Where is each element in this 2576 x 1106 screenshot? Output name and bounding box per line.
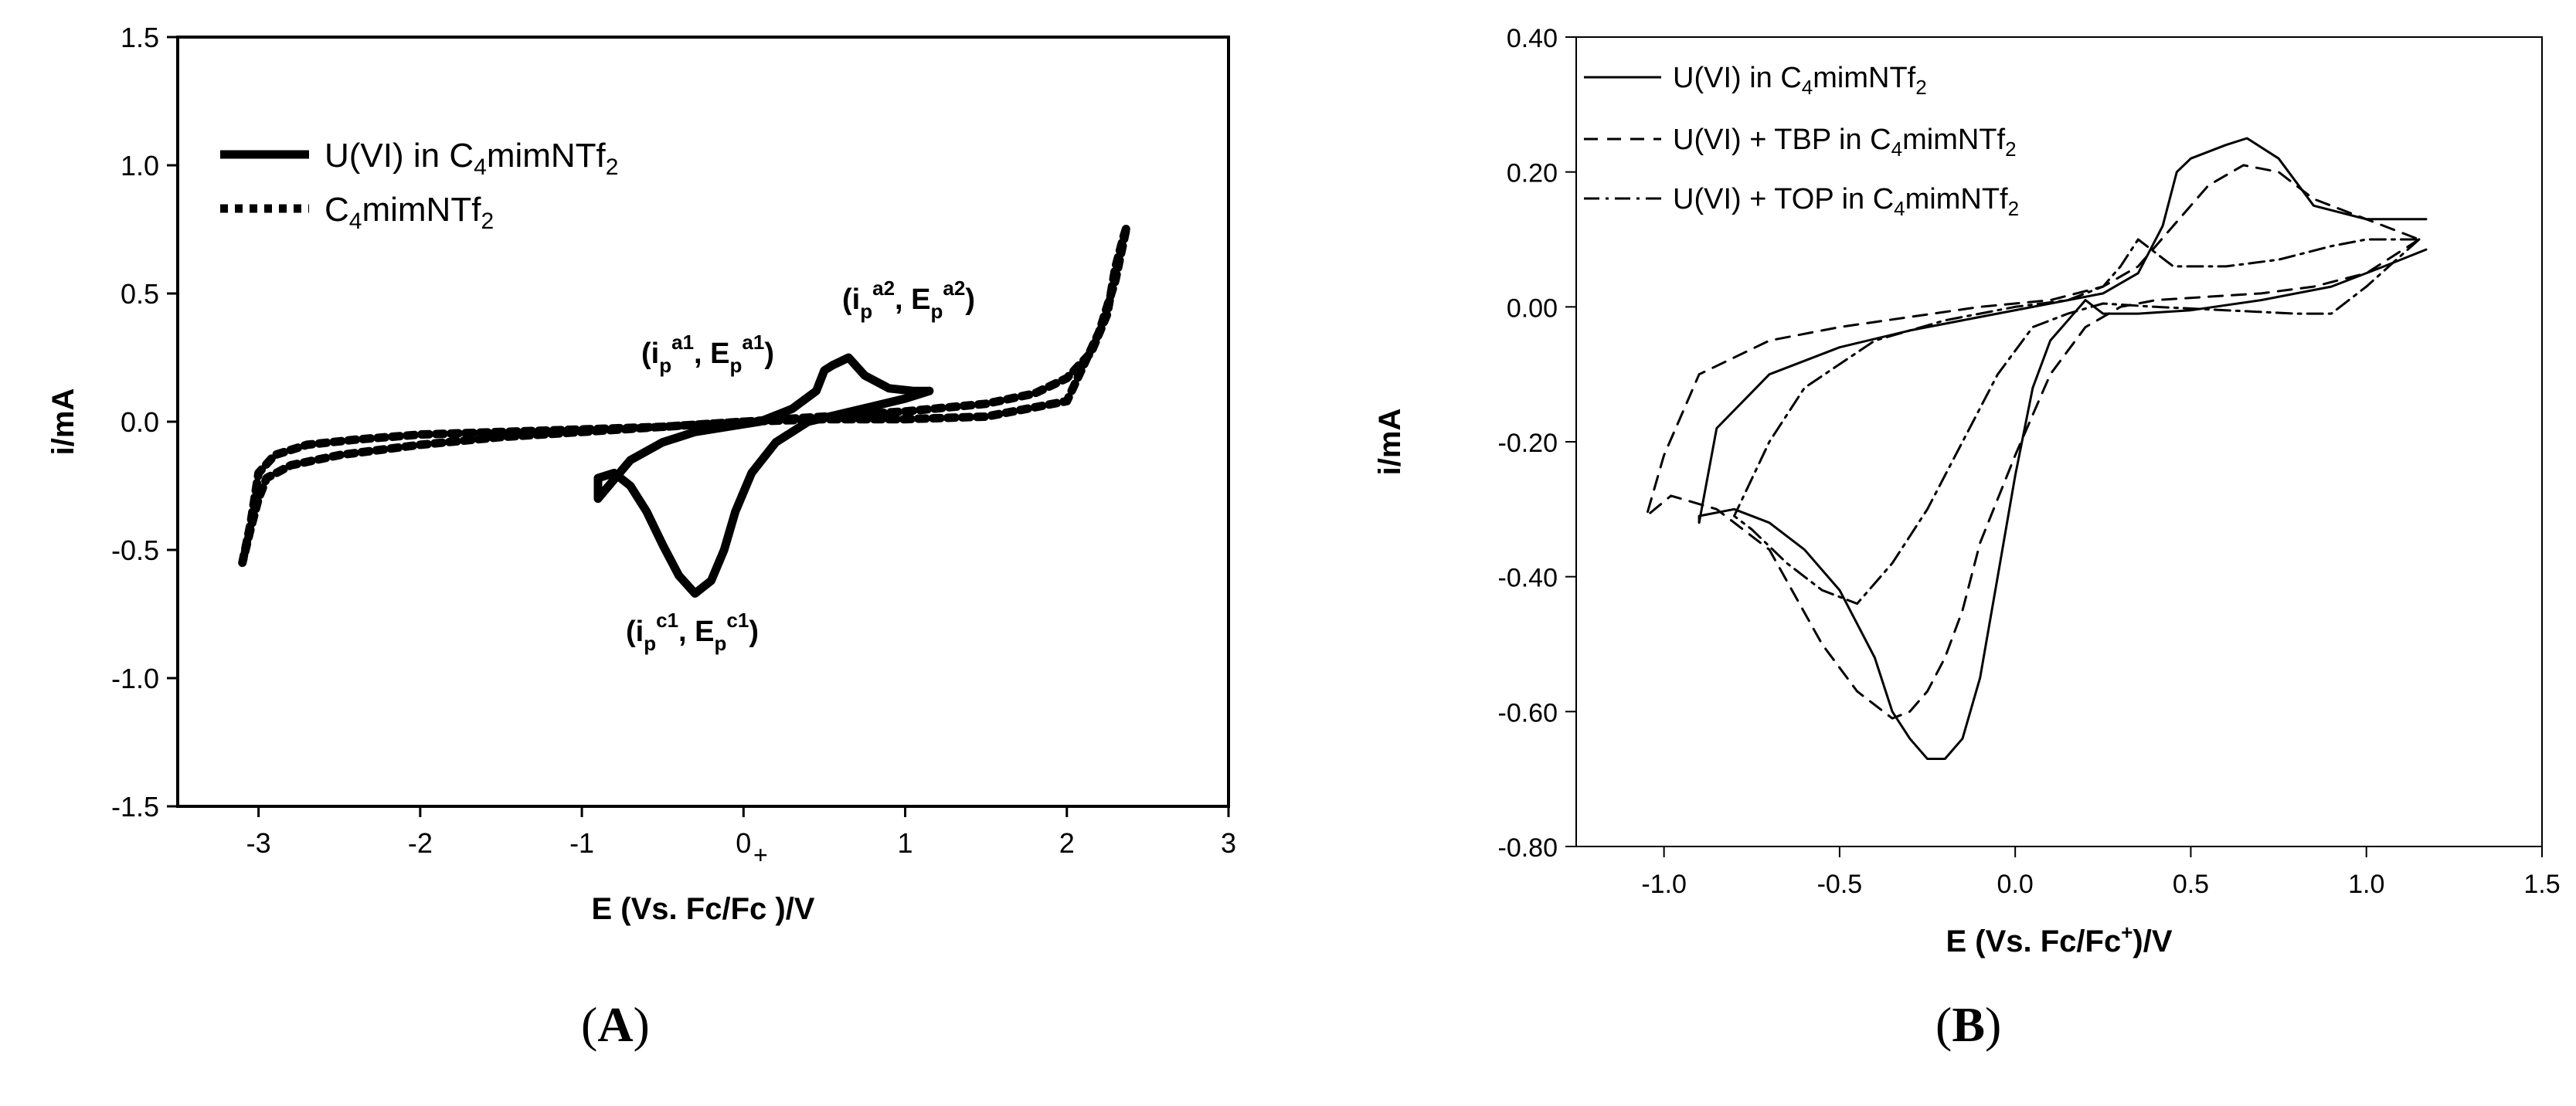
y-tick-label: 0.5 xyxy=(121,278,159,310)
chart-b-legend: U(VI) in C4mimNTf2 U(VI) + TBP in C4mimN… xyxy=(1584,62,2019,220)
legend-b-label-3: U(VI) + TOP in C4mimNTf2 xyxy=(1673,183,2019,220)
legend-a-label-1: U(VI) in C4mimNTf2 xyxy=(325,137,618,180)
annotation-ipa2: (ipa2, Epa2) xyxy=(842,276,975,323)
y-tick-label: -0.5 xyxy=(111,534,159,566)
x-tick-label: 0.0 xyxy=(1997,870,2034,899)
y-tick-label: 1.5 xyxy=(121,22,159,53)
chart-b-xlabel: E (Vs. Fc/Fc+)/V xyxy=(1946,921,2172,958)
x-tick-label: 1.5 xyxy=(2523,870,2560,899)
chart-a-legend: U(VI) in C4mimNTf2 C4mimNTf2 xyxy=(220,137,618,234)
legend-b-label-2: U(VI) + TBP in C4mimNTf2 xyxy=(1673,124,2017,161)
y-tick-label: -0.20 xyxy=(1498,429,1558,458)
x-tick-label: -1.0 xyxy=(1641,870,1687,899)
chart-b-frame xyxy=(1575,36,2543,847)
y-tick-label: 0.00 xyxy=(1507,293,1558,323)
x-tick-label: 0.5 xyxy=(2173,870,2209,899)
x-tick-label: -2 xyxy=(408,827,433,859)
annotation-ipc1: (ipc1, Epc1) xyxy=(626,609,759,655)
x-tick-label: 0 xyxy=(736,827,751,859)
legend-b-label-1: U(VI) in C4mimNTf2 xyxy=(1673,62,1927,99)
y-tick-label: 1.0 xyxy=(121,150,159,182)
y-tick-label: -0.60 xyxy=(1498,698,1558,728)
y-tick-label: -1.0 xyxy=(111,663,159,694)
legend-a-label-2: C4mimNTf2 xyxy=(325,191,494,234)
chart-b-ylabel: i/mA xyxy=(1373,409,1407,476)
chart-a: -3 -2 -1 0 1 2 31.51.00.50.0-0.5-1.0-1.5 i/mA … xyxy=(46,22,1236,926)
series-line-3 xyxy=(1733,238,2421,606)
x-tick-label: 1.0 xyxy=(2348,870,2384,899)
x-tick-label: 2 xyxy=(1059,827,1075,859)
series-line-2 xyxy=(238,222,1131,568)
y-tick-label: 0.0 xyxy=(121,406,159,438)
x-tick-label: -3 xyxy=(246,827,271,859)
x-tick-label: 3 xyxy=(1221,827,1236,859)
chart-a-xlabel: E (Vs. Fc/Fc )/V xyxy=(592,892,815,926)
panel-label-a: (A) xyxy=(581,997,650,1052)
series-line-2 xyxy=(1645,164,2421,720)
series-line-1 xyxy=(593,353,934,598)
annotation-ipa1: (ipa1, Epa1) xyxy=(641,331,774,377)
chart-b: -1.0 -0.5 0.0 0.5 1.0 1.5 0.40 0.20 0.00 -0.20 -0.… xyxy=(1373,24,2561,958)
x-tick-label: -0.5 xyxy=(1817,870,1863,899)
chart-a-ylabel: i/mA xyxy=(46,388,80,456)
y-tick-label: -0.80 xyxy=(1498,833,1558,863)
annotation-plus: + xyxy=(753,841,768,869)
x-tick-label: -1 xyxy=(569,827,594,859)
y-tick-label: -1.5 xyxy=(111,791,159,823)
y-tick-label: 0.20 xyxy=(1507,159,1558,188)
y-tick-label: -0.40 xyxy=(1498,564,1558,593)
panel-label-b: (B) xyxy=(1935,997,2002,1052)
y-tick-label: 0.40 xyxy=(1507,24,1558,53)
series-line-1 xyxy=(1698,137,2428,760)
x-tick-label: 1 xyxy=(898,827,913,859)
